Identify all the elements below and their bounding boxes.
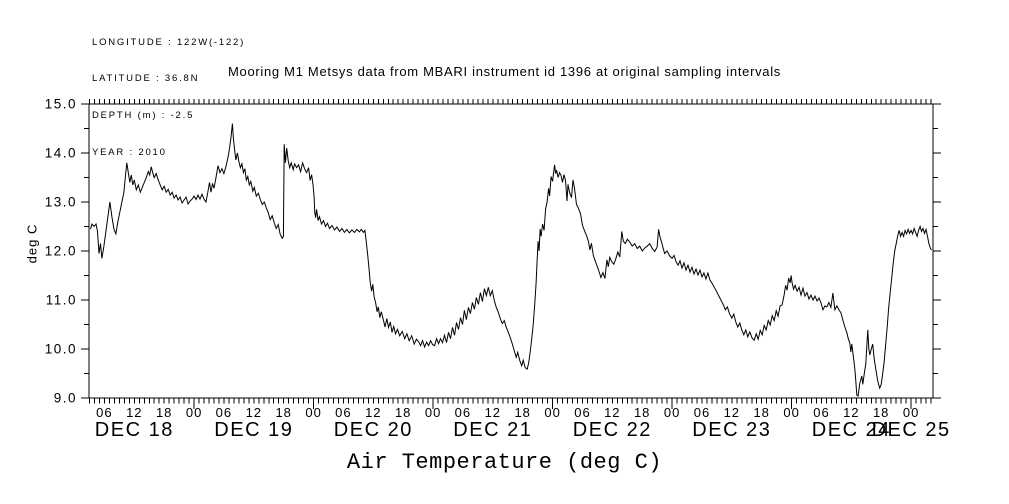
hour-tick-label: 12 [365, 405, 381, 420]
y-tick-label: 14.0 [45, 146, 77, 161]
temperature-line [90, 123, 932, 397]
date-label: DEC 20 [334, 419, 413, 441]
metadata-longitude: LONGITUDE : 122W(-122) [92, 36, 246, 48]
plot-frame [88, 103, 934, 399]
hour-tick-label: 12 [724, 405, 740, 420]
y-tick-label: 15.0 [45, 97, 77, 112]
hour-tick-label: 06 [335, 405, 351, 420]
hour-tick-label: 12 [843, 405, 859, 420]
hour-tick-label: 06 [813, 405, 829, 420]
hour-tick-label: 12 [604, 405, 620, 420]
date-label: DEC 25 [872, 419, 951, 441]
hour-tick-label: 18 [156, 405, 172, 420]
metadata-latitude: LATITUDE : 36.8N [92, 73, 200, 85]
hour-tick-label: 00 [783, 405, 799, 420]
hour-tick-label: 00 [425, 405, 441, 420]
x-axis-title: Air Temperature (deg C) [346, 450, 663, 475]
date-label: DEC 22 [573, 419, 652, 441]
y-tick-label: 10.0 [45, 342, 77, 357]
hour-tick-label: 12 [246, 405, 262, 420]
hour-tick-label: 06 [96, 405, 112, 420]
hour-tick-label: 06 [574, 405, 590, 420]
hour-tick-label: 18 [514, 405, 530, 420]
y-tick-label: 12.0 [45, 244, 77, 259]
hour-tick-label: 12 [126, 405, 142, 420]
hour-tick-label: 00 [305, 405, 321, 420]
hour-tick-label: 12 [485, 405, 501, 420]
hour-tick-label: 06 [694, 405, 710, 420]
hour-tick-label: 18 [634, 405, 650, 420]
y-tick-label: 11.0 [46, 293, 77, 308]
hour-tick-label: 18 [395, 405, 411, 420]
date-label: DEC 24 [812, 419, 891, 441]
hour-tick-label: 18 [275, 405, 291, 420]
hour-tick-label: 18 [753, 405, 769, 420]
hour-tick-label: 00 [544, 405, 560, 420]
metadata-block: LONGITUDE : 122W(-122) LATITUDE : 36.8N … [92, 12, 245, 184]
date-label: DEC 18 [95, 419, 174, 441]
y-tick-label: 9.0 [54, 391, 77, 406]
date-label: DEC 23 [692, 419, 771, 441]
hour-tick-label: 18 [873, 405, 889, 420]
date-label: DEC 19 [214, 419, 293, 441]
date-label: DEC 21 [453, 419, 532, 441]
hour-tick-label: 06 [216, 405, 232, 420]
y-tick-label: 13.0 [45, 195, 77, 210]
hour-tick-label: 00 [903, 405, 919, 420]
metadata-year: YEAR : 2010 [92, 147, 167, 159]
hour-tick-label: 00 [186, 405, 202, 420]
hour-tick-label: 06 [455, 405, 471, 420]
metadata-depth: DEPTH (m) : -2.5 [92, 110, 195, 122]
chart-title: Mooring M1 Metsys data from MBARI instru… [227, 64, 782, 79]
hour-tick-label: 00 [664, 405, 680, 420]
